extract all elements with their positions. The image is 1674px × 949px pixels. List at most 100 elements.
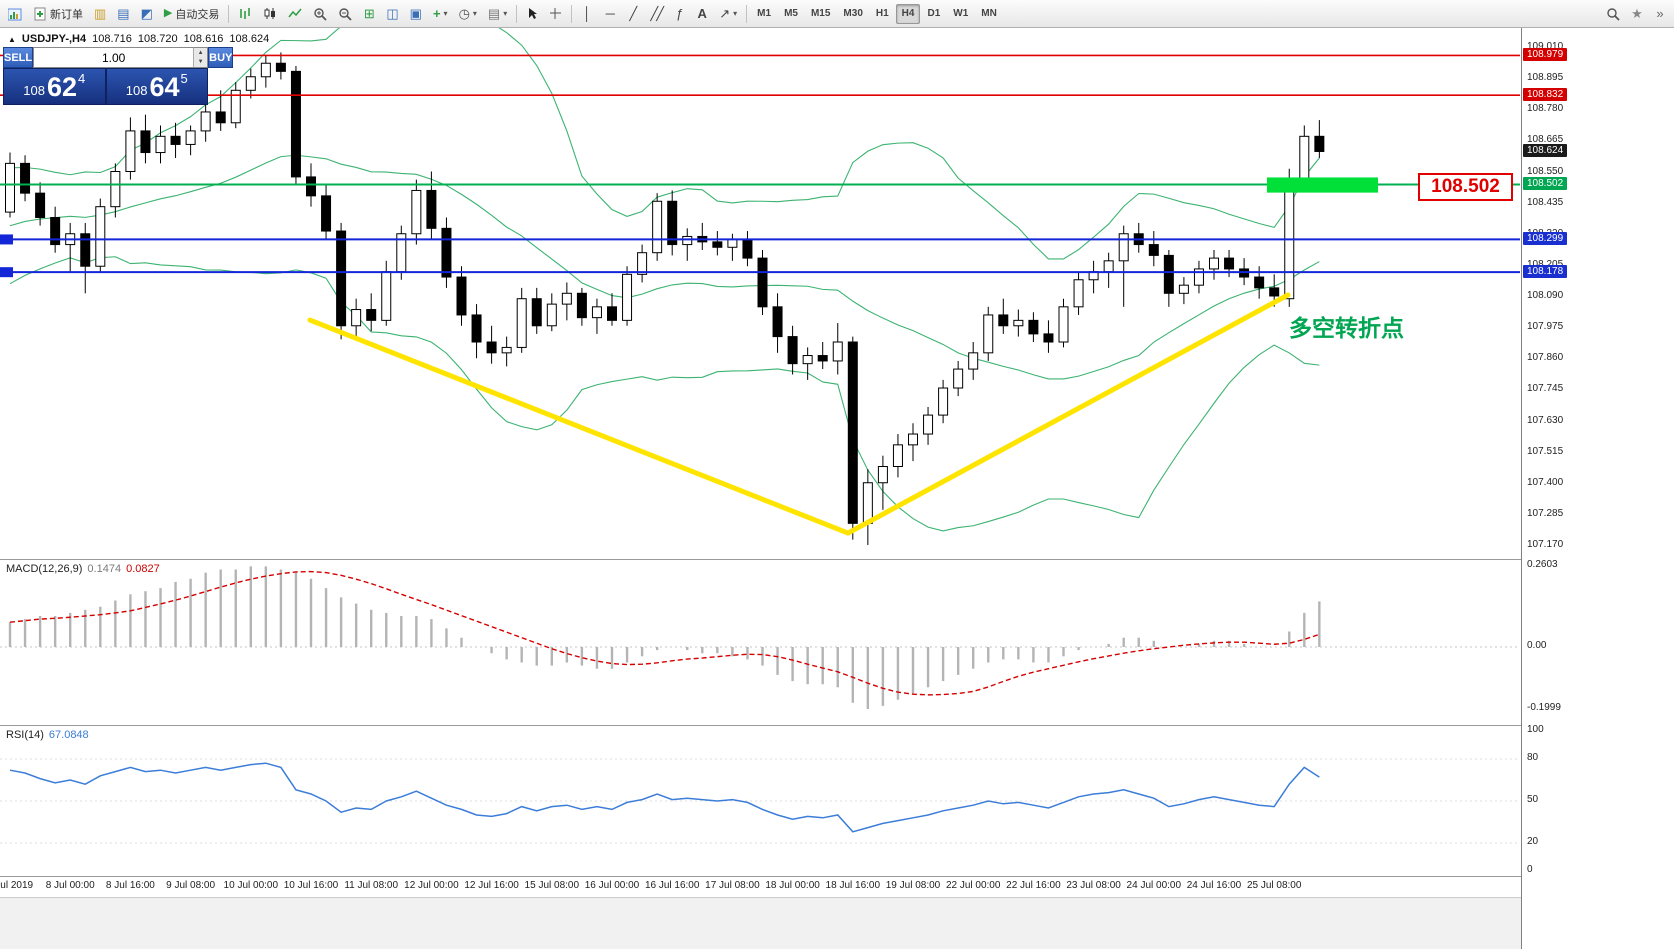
candles-chart-icon	[264, 8, 276, 19]
timeframe-w1-button[interactable]: W1	[953, 8, 969, 19]
level-price-label[interactable]: 108.502	[1418, 173, 1513, 201]
timeframe-d1-button[interactable]: D1	[927, 8, 941, 19]
cascade-windows-button[interactable]: ▣	[405, 3, 427, 25]
timeframe-m1-button[interactable]: M1	[757, 8, 772, 19]
cascade-windows-icon: ▣	[409, 6, 422, 21]
text-button[interactable]: A	[691, 3, 713, 25]
chart-plots-column: ▲ USDJPY-,H4 108.716 108.720 108.616 108…	[0, 28, 1521, 949]
zoom-in-button[interactable]	[308, 3, 332, 25]
toolbar-separator	[516, 4, 518, 23]
time-axis-label: 24 Jul 16:00	[1186, 880, 1242, 891]
timeframe-mn-button[interactable]: MN	[981, 8, 997, 19]
rsi-scale-tick: 20	[1527, 836, 1539, 847]
horizontal-line-button[interactable]: ─	[599, 3, 621, 25]
indicators-button[interactable]: + ▾	[428, 3, 453, 25]
timeframe-h1-button[interactable]: H1	[875, 8, 889, 19]
quote-header: ▲ USDJPY-,H4 108.716 108.720 108.616 108…	[8, 33, 269, 45]
cursor-arrow-icon	[528, 8, 537, 19]
fibonacci-button[interactable]: ƒ	[668, 3, 690, 25]
chart-candles-button[interactable]	[258, 3, 282, 25]
price-scale-tick: 108.550	[1527, 165, 1564, 177]
main-chart-canvas[interactable]	[0, 28, 1520, 559]
cursor-button[interactable]	[521, 3, 543, 25]
vertical-line-icon: │	[583, 6, 592, 21]
time-axis-label: 15 Jul 08:00	[524, 880, 580, 891]
volume-input[interactable]	[34, 48, 194, 67]
macd-canvas[interactable]	[0, 560, 1520, 725]
price-tag: 108.979	[1523, 48, 1568, 62]
sell-button[interactable]: SELL	[3, 47, 34, 68]
sell-price-big: 62	[46, 72, 77, 102]
time-axis-label: 5 Jul 2019	[0, 880, 34, 891]
window-bottom-strip	[0, 897, 1521, 949]
volume-down-icon[interactable]: ▼	[194, 57, 208, 67]
app-logo-icon	[8, 8, 22, 20]
chart-bars-button[interactable]	[233, 3, 257, 25]
search-button[interactable]	[1601, 3, 1625, 25]
bars-chart-icon	[240, 8, 251, 19]
volume-spinner[interactable]: ▲ ▼	[193, 48, 208, 67]
time-axis-label: 8 Jul 00:00	[45, 880, 95, 891]
period-button[interactable]: ◷ ▾	[454, 3, 482, 25]
quote-direction-icon: ▲	[8, 34, 16, 44]
channel-button[interactable]: ╱╱	[645, 3, 667, 25]
volume-up-icon[interactable]: ▲	[194, 48, 208, 58]
overflow-chevron-icon: »	[1656, 6, 1664, 21]
horizontal-line-icon: ─	[605, 6, 615, 21]
toolbar-separator	[228, 4, 230, 23]
rsi-name: RSI(14)	[6, 729, 44, 741]
crosshair-button[interactable]	[544, 3, 567, 25]
sell-price-box[interactable]: 108 62 4	[3, 68, 106, 105]
market-watch-icon[interactable]: ▥	[89, 3, 111, 25]
quote-symbol: USDJPY-,H4	[21, 33, 87, 45]
trendline-button[interactable]: ╱	[622, 3, 644, 25]
rsi-canvas[interactable]	[0, 726, 1520, 876]
timeframe-h4-button[interactable]: H4	[895, 3, 921, 24]
price-scale-tick: 107.860	[1527, 352, 1564, 364]
arrows-tool-icon: ↗	[719, 6, 731, 21]
grid-button[interactable]: ⊞	[358, 3, 380, 25]
search-icon	[1607, 7, 1620, 21]
tile-windows-button[interactable]: ◫	[381, 3, 403, 25]
new-order-button[interactable]: 新订单	[29, 3, 88, 25]
autotrade-button[interactable]: ▶ 自动交易	[159, 3, 224, 25]
price-scale-tick: 109.010	[1527, 41, 1564, 52]
turning-point-annotation[interactable]: 多空转折点	[1289, 315, 1404, 341]
zoom-out-icon	[339, 7, 352, 21]
price-tag: 108.832	[1523, 88, 1568, 102]
arrows-button[interactable]: ↗ ▾	[714, 3, 742, 25]
vertical-line-button[interactable]: │	[576, 3, 598, 25]
price-scale-tick: 108.090	[1527, 290, 1564, 301]
price-tag: 108.624	[1523, 144, 1568, 158]
time-axis-label: 25 Jul 08:00	[1246, 880, 1302, 891]
price-scale-tick: 108.780	[1527, 103, 1564, 115]
price-scale-tick: 107.975	[1527, 321, 1564, 333]
price-scale-tick: 107.170	[1527, 539, 1564, 550]
favorites-button[interactable]: ★	[1626, 3, 1648, 25]
chart-line-button[interactable]	[283, 3, 307, 25]
time-axis-label: 12 Jul 16:00	[464, 880, 519, 891]
price-scale-tick: 108.435	[1527, 196, 1564, 208]
trade-panel-top-row: SELL ▲ ▼ BUY	[3, 47, 234, 68]
templates-icon: ▤	[487, 6, 501, 21]
timeframe-m15-button[interactable]: M15	[810, 8, 831, 19]
price-scale[interactable]: 109.010 108.895 108.780 108.665 108.550 108.4…	[1521, 28, 1674, 949]
favorites-icon: ★	[1631, 6, 1643, 21]
timeframe-m5-button[interactable]: M5	[784, 8, 798, 19]
zoom-out-button[interactable]	[333, 3, 357, 25]
price-scale-tick: 107.400	[1527, 476, 1564, 488]
grid-icon: ⊞	[363, 6, 375, 21]
time-axis-label: 24 Jul 00:00	[1126, 880, 1182, 891]
fibonacci-icon: ƒ	[675, 6, 683, 21]
templates-button[interactable]: ▤ ▾	[483, 3, 512, 25]
time-axis-label: 10 Jul 00:00	[223, 880, 279, 891]
indicators-icon: +	[432, 6, 441, 21]
buy-button[interactable]: BUY	[208, 47, 234, 68]
terminal-pane-icon[interactable]: ◩	[136, 3, 158, 25]
timeframe-m30-button[interactable]: M30	[843, 8, 863, 19]
toolbar-overflow-button[interactable]: »	[1649, 3, 1671, 25]
buy-price-box[interactable]: 108 64 5	[105, 68, 208, 105]
navigator-icon[interactable]: ▤	[112, 3, 134, 25]
time-axis[interactable]: 5 Jul 2019 8 Jul 00:00 8 Jul 16:00 9 Jul 08…	[0, 876, 1521, 897]
zoom-in-icon	[314, 7, 327, 21]
